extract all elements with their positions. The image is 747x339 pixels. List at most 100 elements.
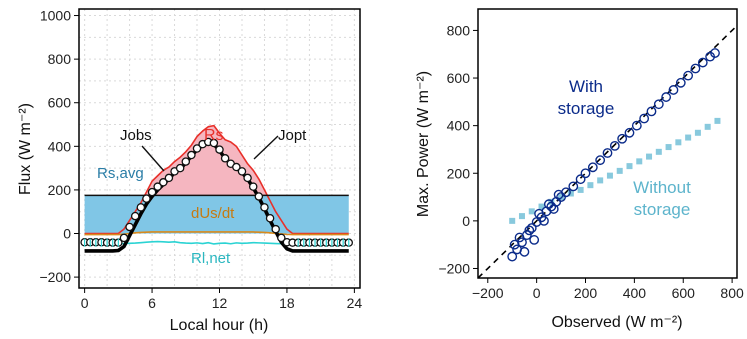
annotation-jobs: Jobs bbox=[120, 127, 152, 144]
without-storage-point bbox=[694, 129, 701, 136]
y-tick-label: 1000 bbox=[40, 8, 71, 24]
tick-labels: 0 6 12 18 24 −200 0 200 400 600 800 1000 bbox=[39, 8, 362, 311]
jobs-point bbox=[271, 224, 280, 234]
x-axis-label: Local hour (h) bbox=[170, 317, 269, 334]
x-tick-label: 800 bbox=[720, 285, 744, 301]
jobs-point bbox=[220, 154, 230, 163]
plot-frame bbox=[477, 8, 738, 279]
with-storage-point bbox=[602, 148, 613, 158]
without-storage-point bbox=[567, 190, 574, 197]
without-storage-point bbox=[675, 139, 682, 146]
without-storage-point bbox=[714, 117, 721, 124]
with-storage-point bbox=[580, 168, 591, 179]
jopt-pointer bbox=[253, 135, 279, 160]
grid bbox=[79, 9, 360, 288]
without-storage-point bbox=[636, 158, 643, 165]
with-storage-point bbox=[526, 223, 537, 233]
series-rs-line bbox=[84, 124, 349, 235]
without-storage-point bbox=[518, 213, 525, 220]
with-storage-point bbox=[639, 113, 650, 124]
rs-excess-fill bbox=[143, 125, 268, 196]
jobs-point bbox=[153, 182, 162, 191]
with-storage-point bbox=[631, 120, 642, 131]
without-storage-point bbox=[597, 177, 604, 184]
jobs-point bbox=[260, 203, 269, 212]
jobs-point bbox=[136, 203, 146, 212]
y-tick-label: 200 bbox=[48, 182, 72, 198]
with-storage-point bbox=[661, 92, 672, 102]
jobs-point bbox=[192, 144, 202, 153]
label-with-storage-line2: storage bbox=[558, 99, 615, 118]
jobs-point bbox=[119, 233, 129, 243]
jobs-point bbox=[209, 138, 219, 148]
power-panel: −200 0 200 400 600 800 −200 0 200 400 600 800 Obser… bbox=[415, 8, 744, 331]
with-storage-point bbox=[697, 57, 708, 68]
without-storage-point bbox=[685, 134, 692, 141]
without-storage-point bbox=[577, 186, 584, 193]
with-storage-point bbox=[568, 181, 579, 192]
label-without-storage-line2: storage bbox=[634, 200, 691, 219]
x-tick-label: 12 bbox=[212, 295, 228, 311]
x-tick-label: 0 bbox=[533, 285, 541, 301]
with-storage-points bbox=[507, 48, 720, 262]
x-tick-label: 600 bbox=[672, 285, 696, 301]
without-storage-point bbox=[704, 123, 711, 130]
jobs-point bbox=[237, 167, 247, 176]
with-storage-point bbox=[690, 63, 701, 74]
one-to-one-line bbox=[477, 25, 738, 279]
x-tick-label: 400 bbox=[623, 285, 647, 301]
flux-panel: 0 6 12 18 24 −200 0 200 400 600 800 1000 Local hour… bbox=[17, 8, 362, 334]
with-storage-point bbox=[683, 70, 694, 81]
x-tick-label: −200 bbox=[472, 285, 504, 301]
with-storage-point bbox=[575, 174, 586, 185]
without-storage-point bbox=[558, 194, 565, 201]
observed-points bbox=[80, 137, 354, 247]
y-axis-label: Flux (W m⁻²) bbox=[17, 103, 34, 195]
annotation-rlnet: Rl,net bbox=[191, 250, 231, 267]
without-storage-point bbox=[655, 148, 662, 155]
y-tick-label: −200 bbox=[39, 269, 71, 285]
jobs-point bbox=[277, 233, 286, 243]
jobs-point bbox=[164, 173, 174, 183]
y-tick-label: 400 bbox=[447, 118, 471, 134]
with-storage-point bbox=[514, 232, 525, 243]
without-storage-point bbox=[538, 203, 545, 210]
jobs-point bbox=[181, 157, 191, 166]
reference-line bbox=[477, 25, 738, 279]
with-storage-point bbox=[539, 215, 549, 226]
y-tick-label: 600 bbox=[447, 70, 471, 86]
y-tick-label: −200 bbox=[438, 260, 470, 276]
annotation-rsavg: Rs,avg bbox=[97, 165, 144, 182]
jobs-point bbox=[248, 182, 258, 191]
without-storage-point bbox=[509, 217, 516, 224]
jobs-point bbox=[175, 163, 185, 173]
with-storage-point bbox=[710, 48, 720, 58]
with-storage-point bbox=[507, 251, 518, 262]
jobs-point bbox=[147, 187, 157, 197]
without-storage-point bbox=[626, 163, 633, 170]
without-storage-point bbox=[528, 208, 535, 215]
tick-labels: −200 0 200 400 600 800 −200 0 200 400 600 800 bbox=[438, 22, 744, 301]
with-storage-point bbox=[617, 133, 628, 144]
with-storage-point bbox=[529, 235, 540, 245]
y-tick-label: 600 bbox=[48, 95, 72, 111]
annotation-jopt: Jopt bbox=[278, 127, 307, 144]
annotation-rs: Rs bbox=[204, 127, 224, 144]
without-storage-point bbox=[587, 182, 594, 189]
x-tick-label: 6 bbox=[148, 295, 156, 311]
with-storage-point bbox=[509, 239, 520, 250]
with-storage-point bbox=[519, 246, 530, 257]
annotation-dusdt: dUs/dt bbox=[191, 205, 235, 222]
with-storage-point bbox=[675, 77, 686, 88]
with-storage-point bbox=[548, 204, 559, 214]
without-storage-point bbox=[646, 153, 653, 160]
with-storage-point bbox=[587, 162, 598, 173]
jobs-point bbox=[232, 162, 241, 172]
y-tick-label: 200 bbox=[447, 165, 471, 181]
with-storage-point bbox=[524, 225, 535, 236]
x-axis-label: Observed (W m⁻²) bbox=[551, 314, 682, 331]
label-with-storage-line1: With bbox=[569, 77, 603, 96]
jobs-point bbox=[187, 150, 196, 160]
jobs-pointer bbox=[141, 145, 165, 172]
